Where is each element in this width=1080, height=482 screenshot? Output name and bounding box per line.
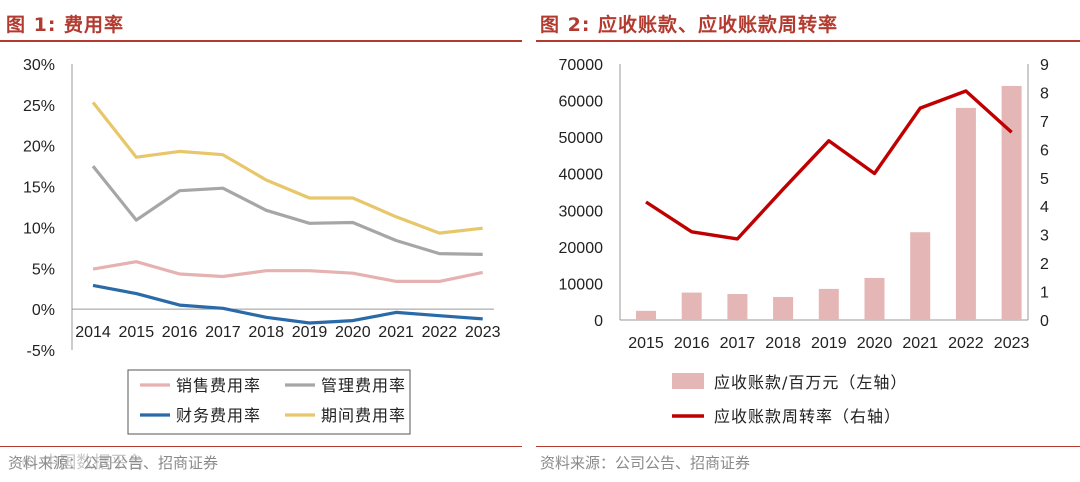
receivables-bar — [1001, 85, 1022, 320]
left-series-line — [92, 260, 484, 283]
left-bottom-rule — [0, 446, 522, 447]
right-ytick-right-label: 4 — [1040, 199, 1049, 216]
receivables-bar — [818, 288, 839, 320]
right-xtick-label: 2023 — [994, 335, 1030, 352]
left-ytick-label: 15% — [23, 180, 55, 197]
receivables-bar — [910, 232, 931, 320]
right-legend-bar-swatch — [672, 373, 704, 389]
right-ytick-right-label: 5 — [1040, 171, 1049, 188]
left-legend-label: 期间费用率 — [321, 406, 406, 425]
right-chart-title: 图 2: 应收账款、应收账款周转率 — [540, 14, 839, 36]
left-series-line — [92, 283, 483, 325]
right-ytick-right-label: 7 — [1040, 114, 1049, 131]
left-xtick-label: 2015 — [119, 324, 155, 341]
right-ytick-left-label: 60000 — [559, 94, 604, 111]
left-ytick-label: 30% — [23, 57, 55, 74]
left-ytick-label: 0% — [32, 302, 55, 319]
receivables-bar — [773, 296, 794, 320]
right-ytick-right-label: 8 — [1040, 85, 1049, 102]
left-ytick-label: -5% — [27, 343, 55, 360]
left-title-rule — [0, 40, 522, 42]
receivables-bar — [636, 310, 656, 320]
left-watermark: © 中国数据平台 — [20, 453, 145, 473]
right-ytick-left-label: 40000 — [559, 167, 604, 184]
left-xtick-label: 2023 — [465, 324, 501, 341]
left-source-note: 资料来源：公司公告、招商证券 — [8, 454, 219, 472]
left-series-line — [91, 165, 483, 256]
left-ytick-label: 25% — [23, 98, 55, 115]
left-legend-label: 销售费用率 — [176, 376, 261, 395]
left-xtick-label: 2020 — [335, 324, 371, 341]
right-ytick-left-label: 0 — [594, 313, 603, 330]
left-series-line — [91, 101, 483, 235]
right-xtick-label: 2021 — [902, 335, 938, 352]
right-ytick-left-label: 70000 — [559, 57, 604, 74]
left-legend-label: 财务费用率 — [176, 406, 261, 425]
right-source-note: 资料来源：公司公告、招商证券 — [540, 454, 751, 472]
right-ytick-right-label: 2 — [1040, 256, 1049, 273]
right-legend-line-label: 应收账款周转率（右轴） — [714, 407, 901, 426]
right-xtick-label: 2018 — [765, 335, 801, 352]
right-xtick-label: 2016 — [674, 335, 710, 352]
right-ytick-right-label: 1 — [1040, 285, 1049, 302]
right-ytick-right-label: 0 — [1040, 313, 1049, 330]
receivables-bar — [727, 294, 748, 320]
left-xtick-label: 2021 — [378, 324, 414, 341]
right-xtick-label: 2022 — [948, 335, 984, 352]
right-ytick-left-label: 50000 — [559, 130, 604, 147]
receivables-chart: 0 10000 20000 30000 40000 50000 60000 70000 0 1 2… — [559, 57, 1050, 426]
right-xtick-label: 2020 — [857, 335, 893, 352]
right-bottom-rule — [536, 446, 1080, 447]
right-ytick-right-label: 9 — [1040, 57, 1049, 74]
left-xtick-label: 2014 — [75, 324, 111, 341]
left-xtick-label: 2019 — [292, 324, 328, 341]
left-legend-label: 管理费用率 — [321, 376, 406, 395]
right-legend-bar-label: 应收账款/百万元（左轴） — [714, 373, 907, 392]
receivables-bar — [864, 277, 885, 320]
left-xtick-label: 2016 — [162, 324, 198, 341]
left-chart-title: 图 1: 费用率 — [6, 14, 125, 36]
right-xtick-label: 2019 — [811, 335, 847, 352]
right-xtick-label: 2015 — [628, 335, 664, 352]
right-ytick-right-label: 6 — [1040, 142, 1049, 159]
right-title-rule — [536, 40, 1080, 42]
left-xtick-label: 2017 — [205, 324, 241, 341]
left-ytick-label: 20% — [23, 139, 55, 156]
left-xtick-label: 2018 — [248, 324, 284, 341]
right-ytick-left-label: 20000 — [559, 240, 604, 257]
right-ytick-left-label: 10000 — [559, 276, 604, 293]
right-ytick-left-label: 30000 — [559, 203, 604, 220]
turnover-line — [645, 89, 1013, 241]
left-ytick-label: 5% — [32, 261, 55, 278]
left-xtick-label: 2022 — [422, 324, 458, 341]
right-xtick-label: 2017 — [720, 335, 756, 352]
receivables-bar — [955, 107, 976, 320]
expense-ratio-chart: -5% 0% 5% 10% 15% 20% 25% 30% 2014 2015 2016 2017 2… — [23, 57, 501, 435]
left-ytick-label: 10% — [23, 220, 55, 237]
receivables-bar — [681, 292, 702, 320]
right-ytick-right-label: 3 — [1040, 228, 1049, 245]
left-legend-box — [127, 369, 411, 435]
